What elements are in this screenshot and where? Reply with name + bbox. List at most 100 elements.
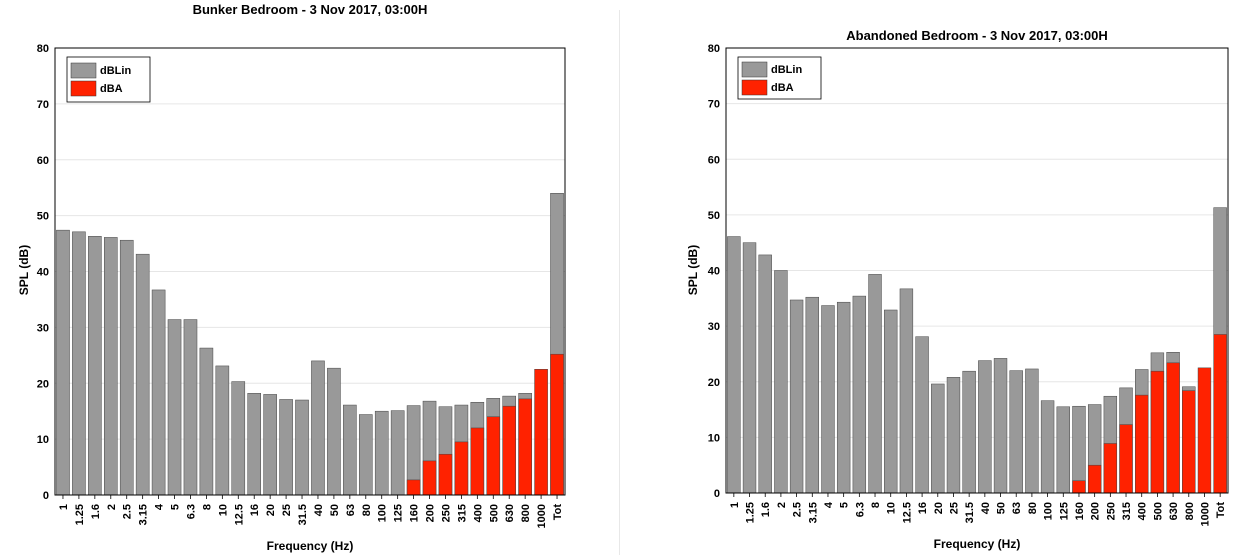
- x-tick-label: 1: [729, 502, 741, 508]
- legend-label-dba: dBA: [100, 83, 123, 95]
- bar-dblin: [931, 383, 945, 494]
- bar-dblin: [789, 299, 804, 494]
- bar-dblin: [742, 242, 757, 494]
- legend-label-dba: dBA: [771, 82, 794, 94]
- y-tick-label: 30: [37, 322, 49, 334]
- x-tick-label: 12.5: [901, 502, 913, 523]
- x-tick-label: 1000: [536, 504, 548, 528]
- x-tick-label: 80: [361, 504, 373, 516]
- bar-dblin: [167, 319, 182, 496]
- y-tick-label: 70: [37, 99, 49, 111]
- x-tick-label: 630: [1168, 502, 1180, 520]
- bar-dblin: [836, 301, 851, 494]
- bar-dblin: [103, 237, 118, 496]
- bar-dblin: [852, 295, 867, 494]
- bar-dba: [518, 398, 532, 496]
- x-tick-label: 50: [329, 504, 341, 516]
- x-tick-label: 4: [823, 501, 835, 508]
- panel-divider: [619, 10, 620, 555]
- bar-dblin: [311, 360, 325, 496]
- bar-dblin: [774, 270, 788, 494]
- bar-dblin: [868, 274, 882, 494]
- y-tick-label: 50: [37, 211, 49, 223]
- x-tick-label: 2.5: [792, 502, 804, 517]
- bar-dblin: [358, 414, 373, 496]
- bar-dblin: [1056, 406, 1070, 494]
- x-tick-label: 2: [106, 504, 118, 510]
- bar-dba: [1135, 394, 1149, 494]
- bar-dblin: [1009, 370, 1023, 494]
- legend-swatch-dblin: [70, 62, 97, 79]
- bar-dblin: [374, 410, 389, 496]
- chart-abandoned-bedroom: Abandoned Bedroom - 3 Nov 2017, 03:00H F…: [686, 28, 1229, 551]
- x-tick-label: 160: [1074, 502, 1086, 520]
- x-tick-label: 200: [425, 504, 437, 522]
- bar-dblin: [295, 399, 309, 496]
- x-tick-label: 100: [377, 504, 389, 522]
- x-tick-label: 3.15: [807, 502, 819, 523]
- legend-swatch-dba: [741, 79, 768, 96]
- legend-label-dblin: dBLin: [771, 64, 802, 76]
- chart-title: Bunker Bedroom - 3 Nov 2017, 03:00H: [193, 2, 428, 17]
- x-tick-label: 315: [456, 504, 468, 522]
- bar-dblin: [72, 231, 86, 496]
- y-tick-label: 60: [708, 154, 720, 166]
- x-tick-label: 200: [1090, 502, 1102, 520]
- chart-bunker-bedroom: Bunker Bedroom - 3 Nov 2017, 03:00H Freq…: [17, 2, 566, 553]
- y-axis-label: SPL (dB): [686, 245, 700, 295]
- x-tick-label: 2.5: [122, 504, 134, 519]
- x-tick-label: 1.25: [74, 504, 86, 525]
- x-tick-label: 40: [980, 502, 992, 514]
- bar-dba: [470, 427, 485, 496]
- bar-dba: [1166, 362, 1180, 494]
- bar-dba: [534, 369, 548, 496]
- x-tick-label: 6.3: [854, 502, 866, 517]
- bar-dblin: [199, 347, 214, 496]
- x-axis-label: Frequency (Hz): [934, 537, 1021, 551]
- x-tick-label: 3.15: [138, 504, 150, 525]
- plot-frame: [725, 47, 1229, 494]
- bar-dba: [1072, 480, 1086, 494]
- y-tick-label: 40: [708, 266, 720, 278]
- x-tick-label: 500: [1152, 502, 1164, 520]
- x-tick-label: 63: [345, 504, 357, 516]
- y-tick-label: 20: [37, 378, 49, 390]
- y-tick-label: 0: [714, 488, 720, 500]
- x-tick-label: Tot: [552, 504, 564, 521]
- chart-legend: dBLin dBA: [737, 56, 822, 100]
- x-tick-label: 4: [154, 503, 166, 510]
- bar-dba: [1197, 367, 1212, 494]
- x-tick-label: 125: [1058, 502, 1070, 520]
- x-tick-label: 20: [933, 502, 945, 514]
- x-tick-label: 40: [313, 504, 325, 516]
- y-tick-label: 60: [37, 155, 49, 167]
- y-tick-label: 10: [708, 432, 720, 444]
- x-tick-label: 2: [776, 502, 788, 508]
- x-tick-label: 16: [249, 504, 261, 516]
- x-tick-label: 800: [1184, 502, 1196, 520]
- x-tick-label: 25: [948, 502, 960, 514]
- x-axis-label: Frequency (Hz): [267, 539, 354, 553]
- y-tick-label: 70: [708, 99, 720, 111]
- bar-dba: [454, 441, 469, 496]
- bar-dba: [1182, 390, 1196, 494]
- chart-title: Abandoned Bedroom - 3 Nov 2017, 03:00H: [846, 28, 1108, 43]
- bar-dblin: [805, 296, 819, 494]
- x-tick-label: 100: [1043, 502, 1055, 520]
- x-tick-label: 8: [870, 502, 882, 508]
- bar-dblin: [183, 319, 198, 496]
- bar-dba: [1087, 464, 1102, 494]
- x-tick-label: 10: [217, 504, 229, 516]
- chart-panel-abandoned: Abandoned Bedroom - 3 Nov 2017, 03:00H F…: [640, 0, 1238, 555]
- x-tick-label: 630: [504, 504, 516, 522]
- x-tick-label: 12.5: [233, 504, 245, 525]
- bar-dblin: [978, 360, 992, 494]
- bar-dblin: [1025, 368, 1039, 494]
- bar-dblin: [1072, 405, 1086, 494]
- bar-dblin: [215, 365, 230, 496]
- x-tick-label: 250: [1105, 502, 1117, 520]
- bar-dblin: [1040, 400, 1055, 494]
- chart-panel-bunker: Bunker Bedroom - 3 Nov 2017, 03:00H Freq…: [0, 0, 600, 555]
- x-tick-label: 80: [1027, 502, 1039, 514]
- bar-dblin: [727, 236, 741, 494]
